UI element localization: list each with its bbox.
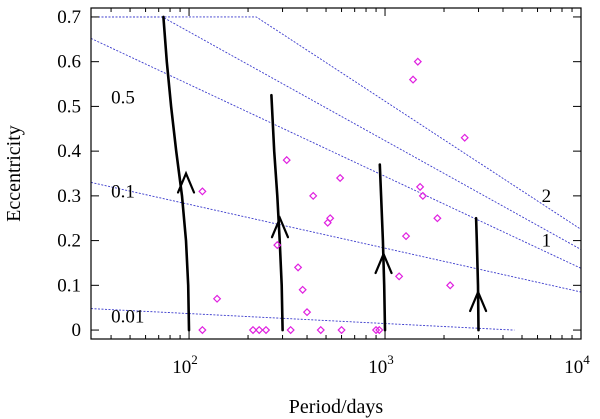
contour-label-1: 0.1 [111,181,135,202]
data-point-24 [415,182,425,192]
data-point-9 [293,263,303,272]
data-point-1 [198,325,207,335]
y-tick-label-7: 0.7 [57,7,81,28]
data-point-3 [248,325,258,335]
data-points [198,57,469,335]
data-point-23 [413,57,422,66]
track-arrow-1 [270,215,290,239]
data-point-22 [408,75,418,84]
y-tick-label-0: 0 [72,320,82,341]
data-point-18 [371,325,381,335]
track-line-2 [378,163,387,332]
track-line-0 [162,15,191,332]
data-point-4 [255,325,264,335]
contour-line-4 [91,16,581,230]
track-arrow-2 [374,251,393,275]
y-axis-label: Eccentricity [3,125,25,222]
data-point-8 [286,325,295,335]
track-arrow-0 [176,170,196,194]
contour-label-0: 0.01 [111,307,144,328]
track-line-1 [270,93,284,332]
tick-labels: 0 0.1 0.2 0.3 0.4 0.5 0.6 0.7 102 103 104 [57,7,590,378]
contour-label-4: 2 [542,186,552,207]
contour-line-0 [91,308,515,331]
track-line-3 [474,216,480,332]
y-tick-label-3: 0.3 [57,186,81,207]
data-point-0 [198,187,207,196]
contour-lines [91,16,581,331]
data-point-2 [212,294,222,303]
y-tick-label-4: 0.4 [57,141,81,162]
data-point-26 [433,214,442,223]
data-point-15 [326,214,335,223]
data-point-12 [309,191,318,201]
data-point-13 [316,325,325,335]
y-tick-label-6: 0.6 [57,52,81,73]
data-point-7 [282,155,291,165]
x-tick-label-0: 102 [172,352,198,378]
data-point-6 [273,240,282,250]
y-tick-label-1: 0.1 [57,275,81,296]
contour-label-3: 1 [542,231,552,252]
plot-frame [90,7,582,340]
data-point-14 [323,218,332,227]
x-tick-label-1: 103 [368,352,394,378]
data-point-11 [302,308,312,317]
contour-label-2: 0.5 [111,87,135,108]
data-point-19 [375,325,384,335]
y-tick-label-5: 0.5 [57,96,81,117]
contour-line-2 [91,37,581,269]
contour-line-1 [91,181,581,293]
x-tick-label-2: 104 [564,352,590,378]
data-point-10 [298,285,307,294]
contour-labels: 0.01 0.1 0.5 1 2 [111,87,551,327]
data-point-28 [460,133,469,142]
x-axis-label: Period/days [289,396,384,418]
track-arrow-3 [469,289,488,313]
y-tick-label-2: 0.2 [57,231,81,252]
data-point-27 [446,281,455,290]
data-point-20 [394,272,404,281]
data-point-17 [337,325,346,335]
data-point-5 [261,325,271,335]
evolution-tracks [162,15,488,332]
axis-ticks [91,8,582,339]
data-point-16 [335,173,345,183]
data-point-21 [401,231,411,241]
contour-line-3 [91,16,581,250]
data-point-25 [418,191,428,201]
